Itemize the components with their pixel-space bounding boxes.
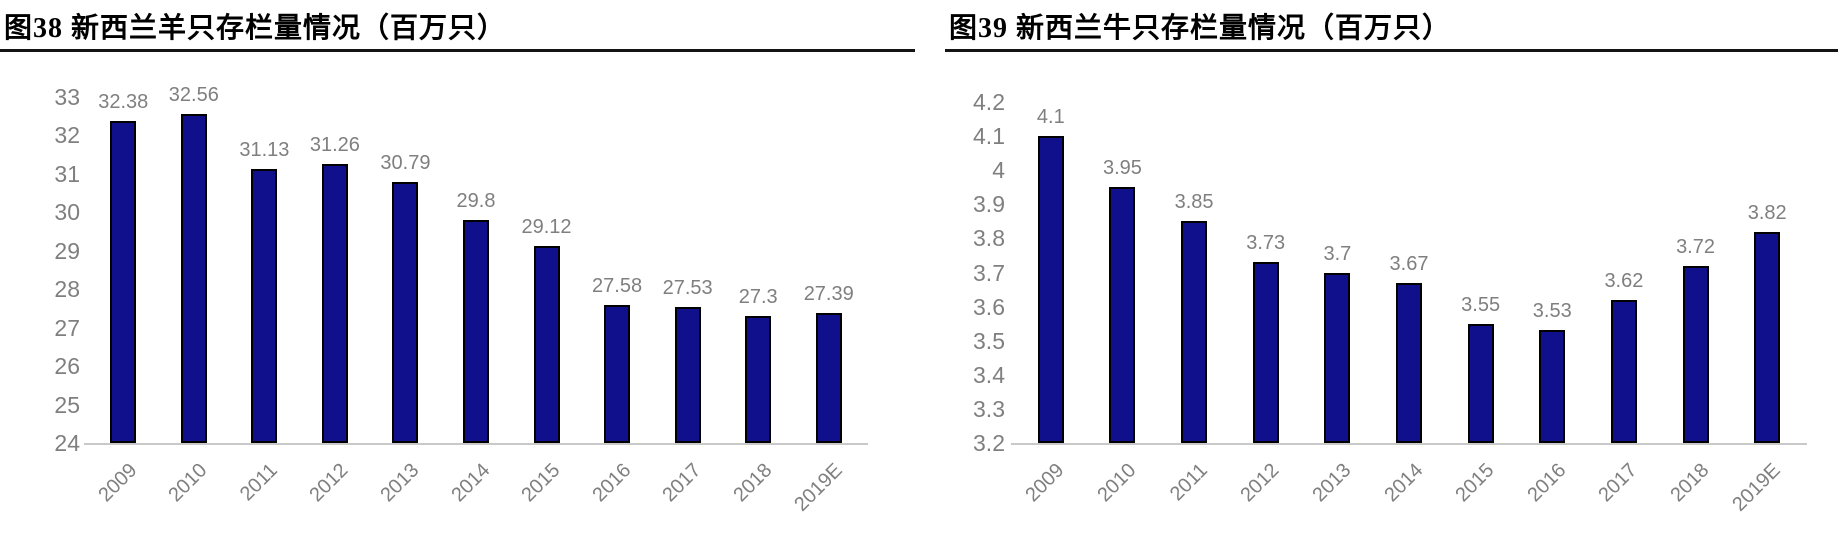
x-tick-label: 2012	[305, 459, 353, 507]
bar	[1467, 323, 1494, 443]
bar	[392, 181, 419, 443]
x-tick-label: 2009	[94, 459, 142, 507]
y-tick-label: 3.5	[973, 327, 1005, 354]
x-tick-label: 2014	[446, 459, 494, 507]
data-label: 3.55	[1461, 293, 1501, 316]
x-tick-label: 2014	[1379, 459, 1427, 507]
y-tick-label: 3.2	[973, 430, 1005, 456]
sheep-chart-plot-area: 32.38 2009 32.56 2010 31.13 2011 31.26 2012 30.7…	[84, 85, 868, 516]
y-tick-label: 28	[54, 276, 80, 303]
data-label: 3.82	[1747, 201, 1787, 224]
bar	[1610, 299, 1637, 443]
bar	[1037, 136, 1064, 443]
x-tick-label: 2010	[164, 459, 212, 507]
bar	[745, 316, 772, 443]
data-label: 3.7	[1323, 242, 1352, 265]
cattle-chart-panel: 图39 新西兰牛只存栏量情况（百万只） 4.1 2009 3.95 2010 3.85 2…	[945, 0, 1838, 548]
data-label: 32.56	[168, 83, 219, 106]
data-label: 3.73	[1246, 232, 1286, 255]
y-tick-label: 3.4	[973, 361, 1005, 388]
x-tick-label: 2015	[517, 459, 565, 507]
bar	[1682, 265, 1709, 443]
x-tick-label: 2013	[376, 459, 424, 507]
y-tick-label: 4.2	[973, 89, 1005, 115]
bar	[1324, 272, 1351, 443]
y-tick-label: 4.1	[973, 123, 1005, 150]
bar	[1252, 262, 1279, 443]
bar	[463, 220, 489, 443]
y-tick-label: 30	[54, 199, 80, 226]
x-tick-label: 2009	[1021, 459, 1069, 507]
x-tick-label: 2017	[1594, 459, 1642, 507]
x-tick-label: 2016	[1523, 459, 1571, 507]
data-label: 32.38	[98, 90, 149, 113]
data-label: 29.8	[456, 190, 496, 213]
y-tick-label: 26	[54, 353, 80, 380]
x-tick-label: 2010	[1093, 459, 1141, 507]
bar	[251, 168, 278, 443]
y-tick-label: 33	[54, 84, 80, 110]
bar	[1396, 282, 1422, 443]
x-axis-line	[1011, 443, 1807, 445]
y-tick-label: 3.7	[973, 259, 1005, 286]
data-label: 3.62	[1604, 269, 1644, 292]
y-tick-label: 24	[54, 430, 80, 456]
x-tick-label: 2011	[236, 459, 283, 506]
y-tick-label: 3.8	[973, 225, 1005, 252]
x-tick-label: 2011	[1165, 459, 1212, 506]
bar	[110, 120, 137, 443]
y-tick-label: 32	[54, 122, 80, 149]
data-label: 3.85	[1174, 191, 1214, 214]
data-label: 27.3	[738, 286, 778, 309]
sheep-title-rule	[0, 49, 915, 52]
bar	[1181, 221, 1208, 443]
y-tick-label: 3.6	[973, 293, 1005, 320]
y-tick-label: 3.3	[973, 395, 1005, 422]
data-label: 3.67	[1389, 252, 1429, 275]
y-tick-label: 27	[54, 314, 80, 341]
bar	[321, 163, 348, 443]
data-label: 3.72	[1676, 235, 1715, 258]
data-label: 27.53	[662, 277, 713, 300]
bar	[815, 312, 842, 443]
data-label: 30.79	[380, 151, 431, 174]
data-label: 3.53	[1532, 300, 1572, 323]
sheep-chart-panel: 图38 新西兰羊只存栏量情况（百万只） 32.38 2009 32.56 2010 31…	[0, 0, 915, 548]
x-tick-label: 2017	[658, 459, 706, 507]
x-tick-label: 2016	[587, 459, 635, 507]
bar	[533, 246, 560, 443]
x-axis-line	[84, 443, 868, 445]
y-tick-label: 31	[54, 160, 80, 187]
cattle-title-rule	[945, 49, 1838, 52]
x-tick-label: 2019E	[1728, 459, 1786, 516]
bar	[180, 113, 207, 443]
x-tick-label: 2019E	[790, 459, 847, 516]
cattle-chart-title: 图39 新西兰牛只存栏量情况（百万只）	[949, 13, 1452, 44]
data-label: 27.58	[592, 275, 643, 298]
sheep-chart-title: 图38 新西兰羊只存栏量情况（百万只）	[4, 13, 507, 44]
y-tick-label: 29	[54, 237, 80, 264]
data-label: 27.39	[803, 282, 854, 305]
bar	[1109, 187, 1136, 443]
data-label: 3.95	[1102, 157, 1142, 180]
data-label: 31.26	[309, 133, 360, 156]
x-tick-label: 2018	[729, 459, 777, 507]
x-tick-label: 2018	[1666, 459, 1714, 507]
x-tick-label: 2015	[1451, 459, 1499, 507]
y-tick-label: 3.9	[973, 191, 1005, 218]
data-label: 31.13	[239, 138, 290, 161]
bar	[604, 305, 631, 443]
data-label: 29.12	[521, 216, 572, 239]
data-label: 4.1	[1036, 106, 1065, 129]
bar	[1754, 231, 1781, 443]
cattle-chart-plot-area: 4.1 2009 3.95 2010 3.85 2011 3.73 2012 3.7 2013 3.…	[1011, 102, 1807, 516]
bar	[674, 307, 701, 443]
x-tick-label: 2013	[1308, 459, 1356, 507]
y-tick-label: 25	[54, 391, 80, 418]
x-tick-label: 2012	[1236, 459, 1284, 507]
bar	[1539, 330, 1566, 443]
y-tick-label: 4	[992, 157, 1005, 184]
